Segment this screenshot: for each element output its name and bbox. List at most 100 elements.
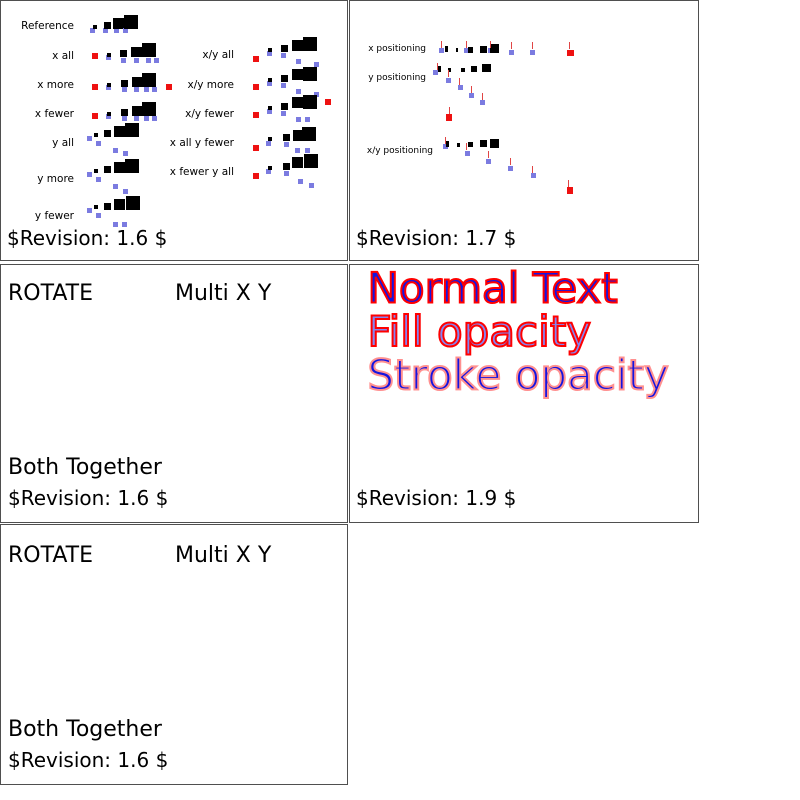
marker-square (104, 130, 111, 137)
marker-square (283, 134, 290, 141)
marker-square (142, 102, 156, 116)
marker-square (106, 85, 111, 90)
tick-mark (448, 106, 450, 114)
tick-mark (531, 42, 533, 49)
marker-square (268, 106, 272, 110)
marker-square (530, 173, 536, 178)
revision-label: $Revision: 1.6 $ (8, 748, 169, 772)
both-together-label: Both Together (8, 717, 162, 742)
marker-square (314, 62, 319, 67)
marker-square (292, 69, 303, 80)
marker-square (90, 28, 95, 33)
marker-square (457, 85, 463, 90)
marker-square (151, 116, 157, 121)
marker-square (114, 126, 125, 137)
marker-square (113, 148, 118, 153)
marker-square (151, 87, 157, 92)
marker-square (122, 87, 127, 92)
marker-square (292, 40, 303, 51)
marker-square (281, 53, 286, 58)
marker-square (267, 51, 272, 56)
tick-mark (510, 42, 512, 49)
marker-square (143, 116, 149, 121)
marker-square (253, 144, 259, 151)
marker-square (486, 158, 491, 164)
marker-square (126, 195, 140, 210)
marker-square (154, 57, 159, 63)
marker-square (296, 89, 301, 94)
panel-rotate-test-1: ROTATE Multi X Y Both Together $Revision… (0, 264, 348, 523)
marker-square (146, 57, 151, 63)
marker-square (266, 169, 271, 174)
marker-square (469, 93, 474, 98)
marker-square (325, 99, 331, 105)
marker-square (268, 166, 272, 170)
marker-square (293, 130, 304, 141)
marker-square (92, 113, 98, 119)
marker-square (445, 114, 452, 121)
marker-square (114, 199, 125, 210)
marker-square (96, 213, 101, 218)
marker-square (121, 109, 128, 116)
tick-mark (447, 70, 449, 77)
multi-x-y-heading: Multi X Y (175, 543, 272, 568)
marker-square (107, 53, 111, 57)
marker-square (490, 43, 499, 53)
styled-text-line: Fill opacity (368, 307, 592, 356)
row-label: x all y fewer (169, 136, 234, 149)
marker-square (124, 14, 138, 29)
marker-square (446, 140, 449, 147)
marker-square (103, 28, 108, 33)
styled-text-line: Stroke opacity (368, 351, 669, 400)
marker-square (123, 28, 128, 33)
tick-mark (466, 143, 468, 150)
marker-square (113, 17, 124, 29)
marker-square (438, 65, 441, 72)
marker-square (92, 52, 98, 59)
marker-square (94, 133, 98, 137)
marker-square (439, 48, 444, 53)
marker-square (303, 66, 317, 81)
tick-mark (481, 92, 483, 100)
row-label: x fewer y all (169, 165, 234, 178)
marker-square (566, 187, 573, 194)
marker-square (455, 47, 458, 52)
tick-mark (465, 40, 467, 48)
row-label: x/y all (202, 48, 234, 61)
marker-square (268, 137, 272, 141)
marker-square (464, 150, 470, 156)
tick-mark (509, 158, 511, 165)
marker-square (303, 37, 317, 51)
tick-mark (436, 62, 438, 70)
marker-square (284, 171, 289, 176)
panel-tspan-xy-test: Reference x all x more x fewer y all y more y … (0, 0, 348, 261)
marker-square (253, 84, 259, 90)
marker-square (113, 222, 118, 227)
marker-square (305, 117, 310, 122)
rotate-heading: ROTATE (8, 281, 94, 306)
marker-square (106, 55, 111, 60)
marker-square (281, 45, 288, 52)
marker-square (490, 138, 499, 148)
revision-label: $Revision: 1.7 $ (356, 226, 517, 250)
marker-square (457, 142, 460, 147)
marker-square (120, 50, 127, 57)
row-label: x/y fewer (185, 107, 234, 120)
marker-square (267, 109, 272, 114)
marker-square (268, 48, 272, 52)
marker-square (94, 169, 98, 173)
marker-square (471, 66, 477, 72)
marker-square (107, 112, 111, 116)
marker-square (464, 48, 469, 53)
marker-square (93, 24, 97, 29)
marker-layer-tr: x positioning y positioning x/y positionin… (350, 1, 698, 260)
marker-square (468, 142, 473, 147)
marker-layer-tl: Reference x all x more x fewer y all y more y … (1, 1, 347, 260)
marker-square (142, 73, 156, 87)
marker-square (284, 142, 289, 147)
revision-label: $Revision: 1.6 $ (7, 226, 168, 250)
marker-square (482, 63, 491, 72)
revision-label: $Revision: 1.9 $ (356, 486, 517, 510)
marker-square (468, 47, 473, 53)
